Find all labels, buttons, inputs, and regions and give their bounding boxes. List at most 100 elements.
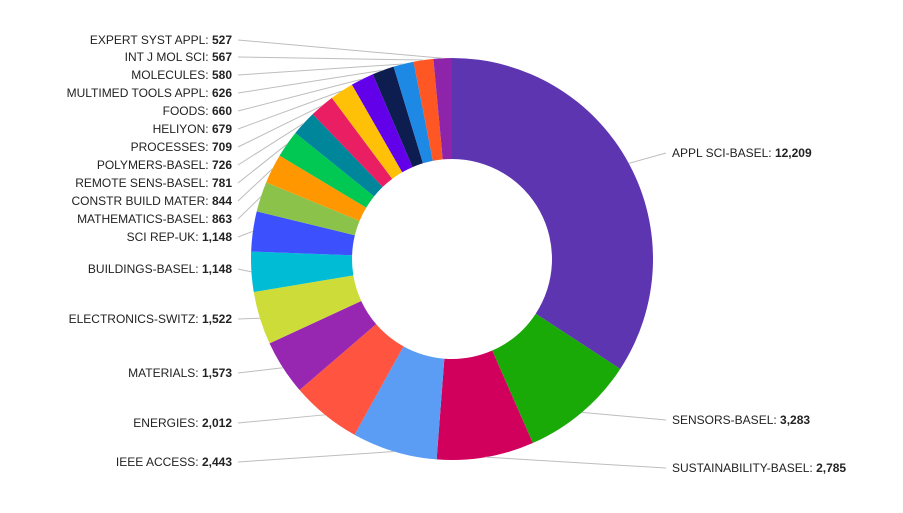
data-label-value: 2,443: [202, 455, 232, 469]
labels-group: APPL SCI-BASEL: 12,209 SENSORS-BASEL: 3,2…: [67, 33, 847, 475]
data-label-buildings-basel: BUILDINGS-BASEL: 1,148: [88, 262, 232, 276]
data-label-name: REMOTE SENS-BASEL:: [75, 176, 212, 190]
leader-line-multimed-tools-appl: [237, 69, 384, 94]
leader-line-foods: [237, 78, 363, 112]
data-label-electronics-switz: ELECTRONICS-SWITZ: 1,522: [69, 312, 233, 326]
data-label-value: 679: [212, 122, 232, 136]
slice-constr-build-mater: [266, 155, 367, 221]
leader-line-buildings-basel: [237, 268, 252, 273]
data-label-value: 709: [212, 140, 232, 154]
leader-line-remote-sens-basel: [237, 143, 288, 184]
data-label-energies: ENERGIES: 2,012: [133, 416, 232, 430]
data-label-name: MATHEMATICS-BASEL:: [77, 212, 212, 226]
leader-line-energies: [237, 414, 326, 424]
slice-electronics-switz: [253, 275, 362, 344]
data-label-name: MATERIALS:: [128, 366, 202, 380]
slice-ieee-access: [354, 346, 445, 460]
data-label-name: SENSORS-BASEL:: [672, 413, 780, 427]
slice-int-j-mol-sci: [413, 58, 443, 161]
slice-molecules: [393, 61, 433, 164]
leader-line-int-j-mol-sci: [237, 56, 424, 61]
slice-polymers-basel: [295, 114, 383, 197]
slice-processes: [312, 97, 393, 187]
data-label-ieee-access: IEEE ACCESS: 2,443: [116, 455, 232, 469]
data-label-sensors-basel: SENSORS-BASEL: 3,283: [672, 413, 810, 427]
data-label-materials: MATERIALS: 1,573: [128, 366, 232, 380]
data-label-multimed-tools-appl: MULTIMED TOOLS APPL: 626: [67, 86, 233, 100]
leader-line-electronics-switz: [237, 317, 260, 320]
data-label-value: 1,522: [202, 312, 232, 326]
data-label-value: 527: [212, 33, 232, 47]
leader-line-sustainability-basel: [485, 456, 667, 469]
data-label-value: 781: [212, 176, 232, 190]
leader-line-sci-rep-uk: [237, 230, 254, 238]
leader-line-materials: [237, 367, 283, 374]
data-label-sustainability-basel: SUSTAINABILITY-BASEL: 2,785: [672, 461, 846, 475]
data-label-value: 580: [212, 68, 232, 82]
data-label-value: 567: [212, 50, 232, 64]
data-label-name: ELECTRONICS-SWITZ:: [69, 312, 202, 326]
data-label-constr-build-mater: CONSTR BUILD MATER: 844: [72, 194, 233, 208]
data-label-value: 863: [212, 212, 232, 226]
slice-expert-syst-appl: [433, 58, 452, 160]
leader-line-expert-syst-appl: [237, 39, 443, 59]
leader-lines-group: [237, 39, 667, 469]
data-label-molecules: MOLECULES: 580: [131, 68, 232, 82]
slice-sensors-basel: [492, 313, 621, 444]
data-label-value: 12,209: [775, 146, 812, 160]
data-label-appl-sci-basel: APPL SCI-BASEL: 12,209: [672, 146, 812, 160]
data-label-name: CONSTR BUILD MATER:: [72, 194, 212, 208]
slice-foods: [351, 74, 413, 173]
data-label-mathematics-basel: MATHEMATICS-BASEL: 863: [77, 212, 232, 226]
data-label-int-j-mol-sci: INT J MOL SCI: 567: [125, 50, 233, 64]
slice-sustainability-basel: [436, 350, 533, 460]
slice-multimed-tools-appl: [372, 66, 423, 168]
data-label-value: 3,283: [780, 413, 810, 427]
data-label-heliyon: HELIYON: 679: [153, 122, 233, 136]
data-label-remote-sens-basel: REMOTE SENS-BASEL: 781: [75, 176, 232, 190]
data-label-name: BUILDINGS-BASEL:: [88, 262, 202, 276]
data-label-value: 2,785: [816, 461, 846, 475]
data-label-name: EXPERT SYST APPL:: [90, 33, 212, 47]
data-label-name: APPL SCI-BASEL:: [672, 146, 775, 160]
slice-materials: [269, 300, 377, 391]
leader-line-processes: [237, 105, 323, 148]
data-label-name: IEEE ACCESS:: [116, 455, 202, 469]
data-label-value: 660: [212, 104, 232, 118]
data-label-name: PROCESSES:: [131, 140, 212, 154]
leader-line-heliyon: [237, 90, 342, 130]
leader-line-mathematics-basel: [237, 196, 262, 220]
data-label-name: FOODS:: [163, 104, 212, 118]
data-label-value: 2,012: [202, 416, 232, 430]
data-label-foods: FOODS: 660: [163, 104, 233, 118]
slice-remote-sens-basel: [279, 133, 375, 208]
data-label-name: SCI REP-UK:: [127, 230, 202, 244]
leader-line-polymers-basel: [237, 122, 305, 166]
data-label-name: SUSTAINABILITY-BASEL:: [672, 461, 816, 475]
data-label-value: 1,573: [202, 366, 232, 380]
data-label-name: MULTIMED TOOLS APPL:: [67, 86, 212, 100]
leader-line-ieee-access: [237, 451, 395, 463]
slice-appl-sci-basel: [452, 58, 653, 369]
data-label-value: 1,148: [202, 262, 232, 276]
data-label-name: INT J MOL SCI:: [125, 50, 212, 64]
data-label-value: 626: [212, 86, 232, 100]
data-label-sci-rep-uk: SCI REP-UK: 1,148: [127, 230, 233, 244]
slice-sci-rep-uk: [251, 211, 355, 256]
slice-energies: [299, 324, 404, 435]
leader-line-sensors-basel: [581, 411, 667, 421]
slices-group: [251, 58, 653, 460]
slice-buildings-basel: [251, 251, 354, 293]
data-label-name: HELIYON:: [153, 122, 212, 136]
data-label-value: 844: [212, 194, 232, 208]
data-label-name: POLYMERS-BASEL:: [97, 158, 212, 172]
leader-line-appl-sci-basel: [628, 152, 667, 164]
data-label-expert-syst-appl: EXPERT SYST APPL: 527: [90, 33, 232, 47]
data-label-polymers-basel: POLYMERS-BASEL: 726: [97, 158, 233, 172]
slice-mathematics-basel: [256, 182, 360, 236]
leader-line-constr-build-mater: [237, 168, 273, 202]
data-label-name: ENERGIES:: [133, 416, 202, 430]
data-label-processes: PROCESSES: 709: [131, 140, 233, 154]
data-label-name: MOLECULES:: [131, 68, 212, 82]
